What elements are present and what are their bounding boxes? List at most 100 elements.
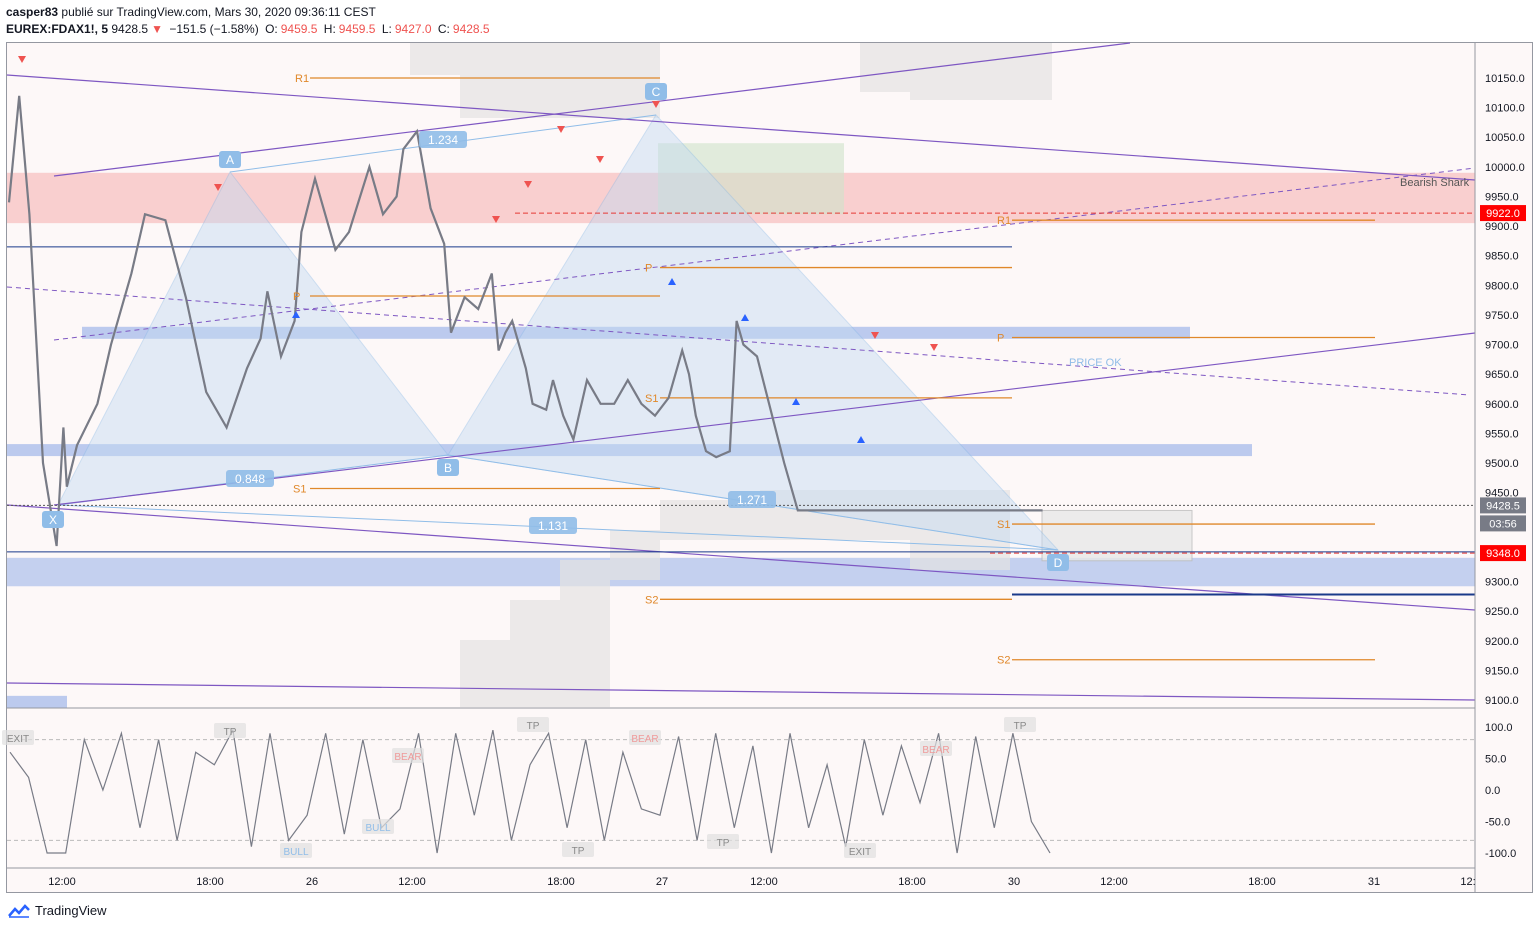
osc-tick-label: 0.0 bbox=[1485, 785, 1500, 797]
osc-tick-label: 50.0 bbox=[1485, 754, 1506, 766]
time-tick-label: 18:00 bbox=[196, 876, 224, 888]
ratio-label: 1.131 bbox=[538, 519, 568, 533]
price-tick-label: 10050.0 bbox=[1485, 132, 1525, 144]
osc-signal-label: TP bbox=[1014, 721, 1027, 732]
point-box-D bbox=[1047, 554, 1069, 571]
sell-signal-icon bbox=[871, 332, 879, 339]
time-tick-label: 18:00 bbox=[1248, 876, 1276, 888]
buy-signal-icon bbox=[741, 314, 749, 321]
oscillator-line bbox=[9, 728, 1051, 854]
osc-signal-label: BEAR bbox=[394, 752, 421, 763]
price-tick-label: 9150.0 bbox=[1485, 665, 1519, 677]
price-badge-label: 03:56 bbox=[1489, 518, 1517, 530]
time-tick-label: 12: bbox=[1460, 876, 1475, 888]
dashed-trend-up bbox=[53, 167, 1476, 341]
price-change: −151.5 (−1.58%) bbox=[169, 22, 259, 36]
price-tick-label: 9200.0 bbox=[1485, 636, 1519, 648]
osc-signal-box bbox=[562, 842, 594, 857]
zones-layer bbox=[7, 43, 1475, 708]
ratio-box bbox=[728, 491, 776, 508]
support-zone-lower bbox=[7, 557, 1475, 587]
osc-signal-box bbox=[280, 843, 312, 858]
osc-signal-box bbox=[214, 723, 246, 738]
zone-small bbox=[7, 695, 67, 708]
osc-signal-box bbox=[1004, 717, 1036, 732]
author-name[interactable]: casper83 bbox=[6, 5, 59, 19]
price-badge bbox=[1480, 205, 1526, 222]
buy-signal-icon bbox=[668, 278, 676, 285]
price-badge-label: 9922.0 bbox=[1486, 208, 1520, 220]
grey-block-top-right bbox=[860, 43, 1052, 100]
price-tick-label: 9750.0 bbox=[1485, 310, 1519, 322]
sell-signal-icon bbox=[930, 344, 938, 351]
down-arrow-icon: ▼ bbox=[151, 22, 163, 36]
price-tick-label: 10100.0 bbox=[1485, 103, 1525, 115]
footer-branding[interactable]: TradingView bbox=[8, 903, 107, 918]
time-tick-label: 30 bbox=[1008, 876, 1020, 888]
sell-signal-icon bbox=[492, 216, 500, 223]
sell-signal-icon bbox=[557, 126, 565, 133]
price-tick-label: 9800.0 bbox=[1485, 280, 1519, 292]
trend-line-bottom bbox=[6, 682, 1476, 701]
osc-signal-label: EXIT bbox=[7, 734, 29, 745]
price-tick-label: 9650.0 bbox=[1485, 369, 1519, 381]
pivot-label-S2: S2 bbox=[645, 594, 658, 606]
dashed-trend-down bbox=[6, 286, 1471, 396]
time-tick-label: 12:00 bbox=[1100, 876, 1128, 888]
osc-signal-label: TP bbox=[572, 846, 585, 857]
price-tick-label: 10000.0 bbox=[1485, 162, 1525, 174]
price-tick-label: 9950.0 bbox=[1485, 191, 1519, 203]
tradingview-logo-icon bbox=[8, 903, 30, 918]
price-tick-label: 9700.0 bbox=[1485, 340, 1519, 352]
ratio-label: 1.234 bbox=[428, 133, 458, 147]
point-box-X bbox=[42, 511, 64, 528]
time-tick-label: 12:00 bbox=[750, 876, 778, 888]
point-box-B bbox=[437, 459, 459, 476]
pivot-label-S2: S2 bbox=[997, 655, 1010, 667]
pivot-label-S1: S1 bbox=[293, 484, 306, 496]
osc-signal-box bbox=[844, 843, 876, 858]
pattern-label: Bearish Shark bbox=[1400, 177, 1470, 189]
time-tick-label: 27 bbox=[656, 876, 668, 888]
trend-lines-layer bbox=[6, 42, 1476, 701]
osc-tick-label: -50.0 bbox=[1485, 817, 1510, 829]
osc-signal-label: TP bbox=[717, 838, 730, 849]
osc-signal-box bbox=[629, 730, 661, 745]
trend-channel-mid bbox=[53, 332, 1476, 506]
close-label: C: bbox=[437, 22, 450, 36]
point-label-D: D bbox=[1054, 556, 1063, 570]
open-label: O: bbox=[265, 22, 278, 36]
pivot-label-R1: R1 bbox=[295, 73, 309, 85]
osc-tick-label: -100.0 bbox=[1485, 848, 1516, 860]
price-badge-label: 9428.5 bbox=[1486, 500, 1520, 512]
price-badge bbox=[1480, 545, 1526, 562]
support-zone-upper bbox=[82, 326, 1190, 339]
time-tick-label: 18:00 bbox=[898, 876, 926, 888]
point-label-C: C bbox=[652, 85, 661, 99]
low-label: L: bbox=[381, 22, 392, 36]
price-axis: 10150.0 10100.0 10050.0 10000.0 9950.0 9900.0… bbox=[1474, 43, 1526, 893]
ratio-box bbox=[529, 517, 577, 534]
price-tick-label: 9550.0 bbox=[1485, 428, 1519, 440]
low-value: 9427.0 bbox=[394, 22, 432, 36]
time-tick-label: 31 bbox=[1368, 876, 1380, 888]
price-badge bbox=[1480, 515, 1526, 532]
osc-tick-label: 100.0 bbox=[1485, 722, 1513, 734]
grey-block-top bbox=[410, 43, 660, 118]
osc-signal-label: BULL bbox=[283, 847, 308, 858]
time-tick-label: 12:00 bbox=[48, 876, 76, 888]
price-tick-label: 9300.0 bbox=[1485, 577, 1519, 589]
point-box-C bbox=[645, 83, 667, 100]
symbol-label[interactable]: EUREX:FDAX1!, 5 bbox=[6, 22, 109, 36]
osc-signal-box bbox=[517, 717, 549, 732]
high-label: H: bbox=[323, 22, 336, 36]
pivot-label-S1: S1 bbox=[645, 393, 658, 405]
price-series-layer bbox=[7, 95, 1043, 547]
osc-signal-box bbox=[392, 748, 424, 763]
ratio-box bbox=[419, 131, 467, 148]
osc-signal-box bbox=[920, 741, 952, 756]
pivot-label-P: P bbox=[645, 263, 652, 275]
price-tick-label: 9900.0 bbox=[1485, 221, 1519, 233]
point-label-A: A bbox=[226, 153, 234, 167]
